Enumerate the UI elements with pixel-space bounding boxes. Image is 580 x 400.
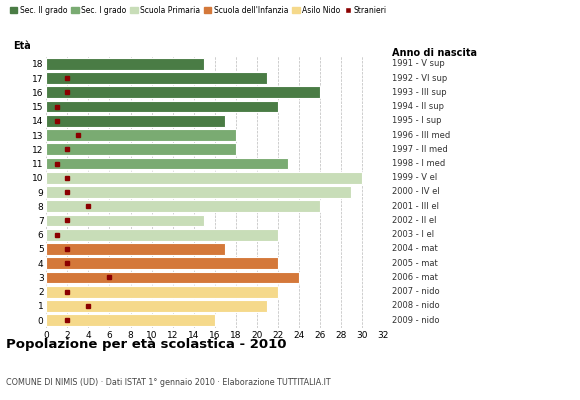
Bar bbox=[46, 115, 225, 127]
Bar bbox=[46, 300, 267, 312]
Text: 1998 - I med: 1998 - I med bbox=[392, 159, 445, 168]
Bar bbox=[46, 86, 320, 98]
Legend: Sec. II grado, Sec. I grado, Scuola Primaria, Scuola dell'Infanzia, Asilo Nido, : Sec. II grado, Sec. I grado, Scuola Prim… bbox=[10, 6, 387, 15]
Text: Anno di nascita: Anno di nascita bbox=[392, 48, 477, 58]
Bar bbox=[46, 215, 204, 226]
Bar bbox=[46, 200, 320, 212]
Bar bbox=[46, 272, 299, 283]
Text: 2006 - mat: 2006 - mat bbox=[392, 273, 437, 282]
Bar bbox=[46, 58, 204, 70]
Text: 2007 - nido: 2007 - nido bbox=[392, 287, 439, 296]
Text: 1991 - V sup: 1991 - V sup bbox=[392, 59, 444, 68]
Text: 1995 - I sup: 1995 - I sup bbox=[392, 116, 441, 125]
Bar bbox=[46, 101, 278, 112]
Bar bbox=[46, 229, 278, 240]
Text: 2005 - mat: 2005 - mat bbox=[392, 259, 437, 268]
Bar bbox=[46, 186, 351, 198]
Text: 1993 - III sup: 1993 - III sup bbox=[392, 88, 446, 97]
Bar bbox=[46, 257, 278, 269]
Text: 2009 - nido: 2009 - nido bbox=[392, 316, 439, 325]
Bar bbox=[46, 314, 215, 326]
Text: 2008 - nido: 2008 - nido bbox=[392, 302, 439, 310]
Bar bbox=[46, 243, 225, 255]
Text: 2004 - mat: 2004 - mat bbox=[392, 244, 437, 254]
Text: 2000 - IV el: 2000 - IV el bbox=[392, 188, 439, 196]
Text: 1992 - VI sup: 1992 - VI sup bbox=[392, 74, 447, 82]
Bar bbox=[46, 144, 235, 155]
Text: 2001 - III el: 2001 - III el bbox=[392, 202, 438, 211]
Bar bbox=[46, 158, 288, 169]
Text: Età: Età bbox=[13, 40, 31, 50]
Text: 1999 - V el: 1999 - V el bbox=[392, 173, 437, 182]
Text: Popolazione per età scolastica - 2010: Popolazione per età scolastica - 2010 bbox=[6, 338, 287, 351]
Bar bbox=[46, 129, 235, 141]
Text: 1997 - II med: 1997 - II med bbox=[392, 145, 447, 154]
Text: 1996 - III med: 1996 - III med bbox=[392, 130, 450, 140]
Bar bbox=[46, 72, 267, 84]
Bar bbox=[46, 286, 278, 298]
Text: COMUNE DI NIMIS (UD) · Dati ISTAT 1° gennaio 2010 · Elaborazione TUTTITALIA.IT: COMUNE DI NIMIS (UD) · Dati ISTAT 1° gen… bbox=[6, 378, 331, 387]
Text: 1994 - II sup: 1994 - II sup bbox=[392, 102, 444, 111]
Bar bbox=[46, 172, 362, 184]
Text: 2002 - II el: 2002 - II el bbox=[392, 216, 436, 225]
Text: 2003 - I el: 2003 - I el bbox=[392, 230, 434, 239]
